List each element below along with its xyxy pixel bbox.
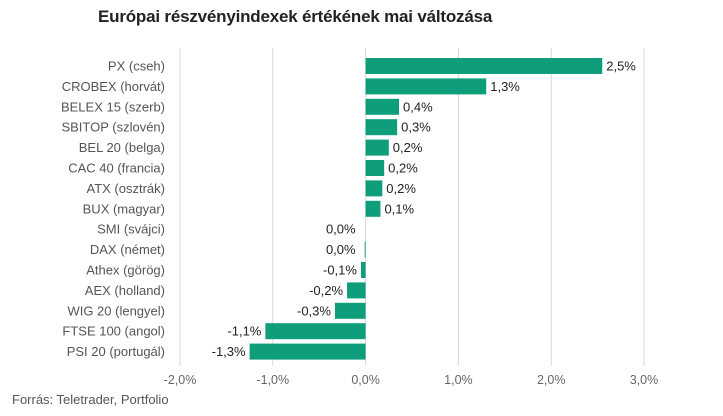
data-label: 0,3% [401, 120, 431, 135]
data-label: 0,2% [388, 161, 418, 176]
bar [365, 180, 383, 197]
bar [265, 323, 366, 340]
x-tick-label: -2,0% [164, 373, 197, 387]
x-tick-label: 0,0% [351, 373, 380, 387]
data-label: 0,1% [384, 201, 414, 216]
category-label: BUX (magyar) [83, 201, 165, 216]
x-tick-label: -1,0% [256, 373, 289, 387]
category-label: PX (cseh) [108, 59, 165, 74]
data-label: 0,2% [386, 181, 416, 196]
bar [365, 98, 400, 115]
data-label: 2,5% [606, 59, 636, 74]
source-note: Forrás: Teletrader, Portfolio [12, 392, 169, 407]
category-label: SMI (svájci) [97, 222, 165, 237]
category-label: SBITOP (szlovén) [61, 120, 165, 135]
category-label: PSI 20 (portugál) [67, 344, 165, 359]
category-label: FTSE 100 (angol) [62, 324, 165, 339]
category-label: Athex (görög) [86, 263, 165, 278]
bar [365, 200, 381, 217]
data-label: 0,4% [403, 99, 433, 114]
bar [334, 302, 366, 319]
bar [365, 78, 487, 95]
bar [365, 119, 398, 136]
x-tick-label: 2,0% [537, 373, 566, 387]
bar [360, 262, 366, 278]
data-label: -1,3% [212, 344, 246, 359]
category-label: BEL 20 (belga) [79, 140, 165, 155]
bar [365, 58, 603, 74]
category-label: AEX (holland) [85, 283, 165, 298]
bar [249, 343, 366, 360]
bar [365, 139, 389, 156]
bar [364, 241, 366, 258]
data-label: -0,3% [297, 303, 331, 318]
data-label: 0,0% [326, 222, 356, 237]
x-tick-label: 3,0% [630, 373, 659, 387]
bar [365, 160, 385, 176]
category-label: CAC 40 (francia) [68, 161, 165, 176]
label-layer: -2,0% -1,0% 0,0% 1,0% 2,0% 3,0% PX (cseh) 2,5% C… [61, 59, 658, 388]
bar-layer [249, 58, 603, 360]
category-label: BELEX 15 (szerb) [61, 99, 165, 114]
bar [347, 282, 366, 299]
category-label: CROBEX (horvát) [62, 79, 165, 94]
data-label: 0,2% [393, 140, 423, 155]
data-label: -1,1% [227, 324, 261, 339]
category-label: WIG 20 (lengyel) [67, 303, 165, 318]
category-label: ATX (osztrák) [87, 181, 166, 196]
data-label: 1,3% [490, 79, 520, 94]
chart-title: Európai részvényindexek értékének mai vá… [98, 7, 493, 26]
category-label: DAX (német) [90, 242, 165, 257]
x-tick-label: 1,0% [444, 373, 473, 387]
data-label: -0,1% [323, 263, 357, 278]
data-label: 0,0% [326, 242, 356, 257]
data-label: -0,2% [309, 283, 343, 298]
